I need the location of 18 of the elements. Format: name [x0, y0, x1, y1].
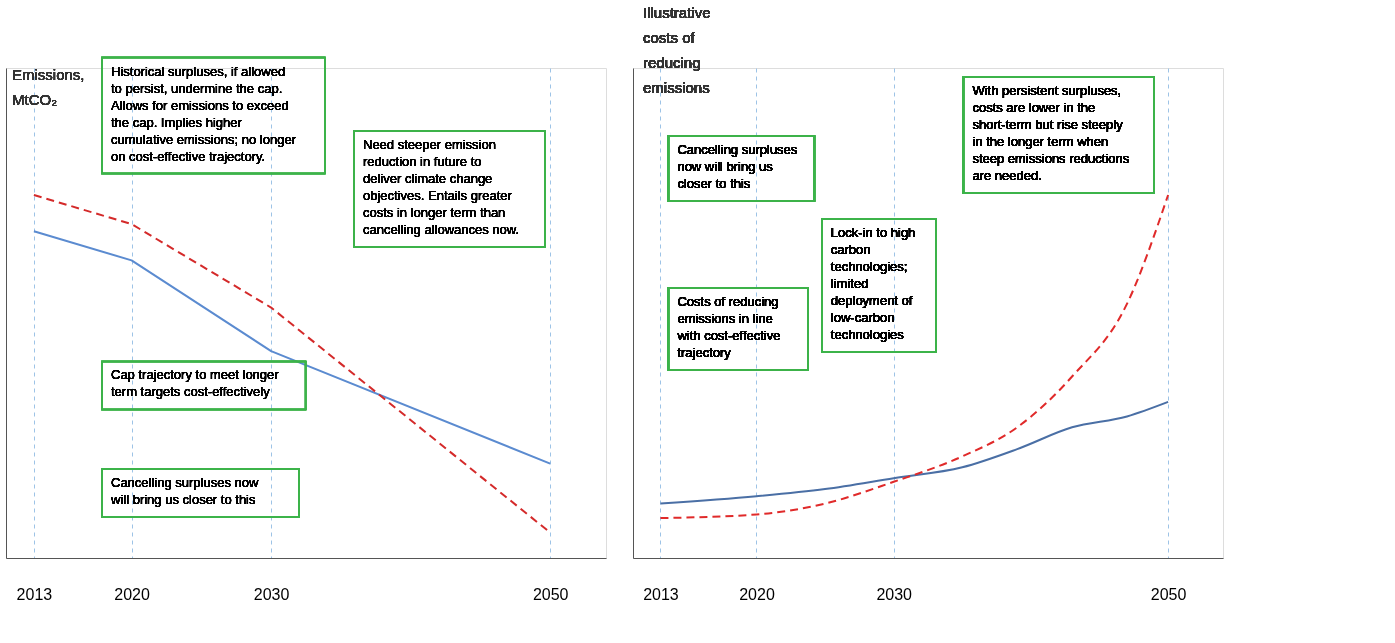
x-tick-label: 2030 — [876, 585, 913, 603]
x-tick-label: 2050 — [1150, 585, 1187, 603]
y-axis-title: Illustrative costs of reducing emissions — [643, 4, 711, 96]
x-tick-label: 2030 — [253, 585, 290, 603]
x-tick-label: 2050 — [532, 585, 569, 603]
x-tick-label: 2013 — [643, 585, 679, 603]
annotation: Cap trajectory to meet longer term targets cost-effectively — [111, 367, 280, 400]
x-tick-label: 2013 — [16, 585, 53, 603]
annotation: Costs of reducing emissions in line with cost-effective trajectory — [676, 293, 781, 360]
y-axis-title: Emissions, MtCO₂ — [12, 66, 85, 108]
annotation: Need steeper emission reduction in future to deliver climate change objectives. Entails greater costs in longer term than cancelling allowances now. — [363, 137, 520, 238]
text: Historical surpluses, if allowed to persist, undermine the cap. Allows for emissions to exceed the cap. Implies higher cumulative emissions; no longer on cost-effective trajectory. — [111, 63, 297, 164]
x-tick-label: 2020 — [739, 585, 775, 603]
annotation: Lock-in to high carbon technologies; limited deployment of low-carbon technologies — [830, 225, 916, 343]
x-tick-label: 2020 — [114, 585, 150, 603]
text: Cancelling surpluses now will bring us closer to this — [677, 142, 798, 191]
text: With persistent surpluses, costs are lower in the short-term but rise steeply in the longer term when steep emissions reductions are needed. — [972, 83, 1130, 184]
annotation: Cancelling surpluses now will bring us closer to this — [110, 475, 260, 508]
